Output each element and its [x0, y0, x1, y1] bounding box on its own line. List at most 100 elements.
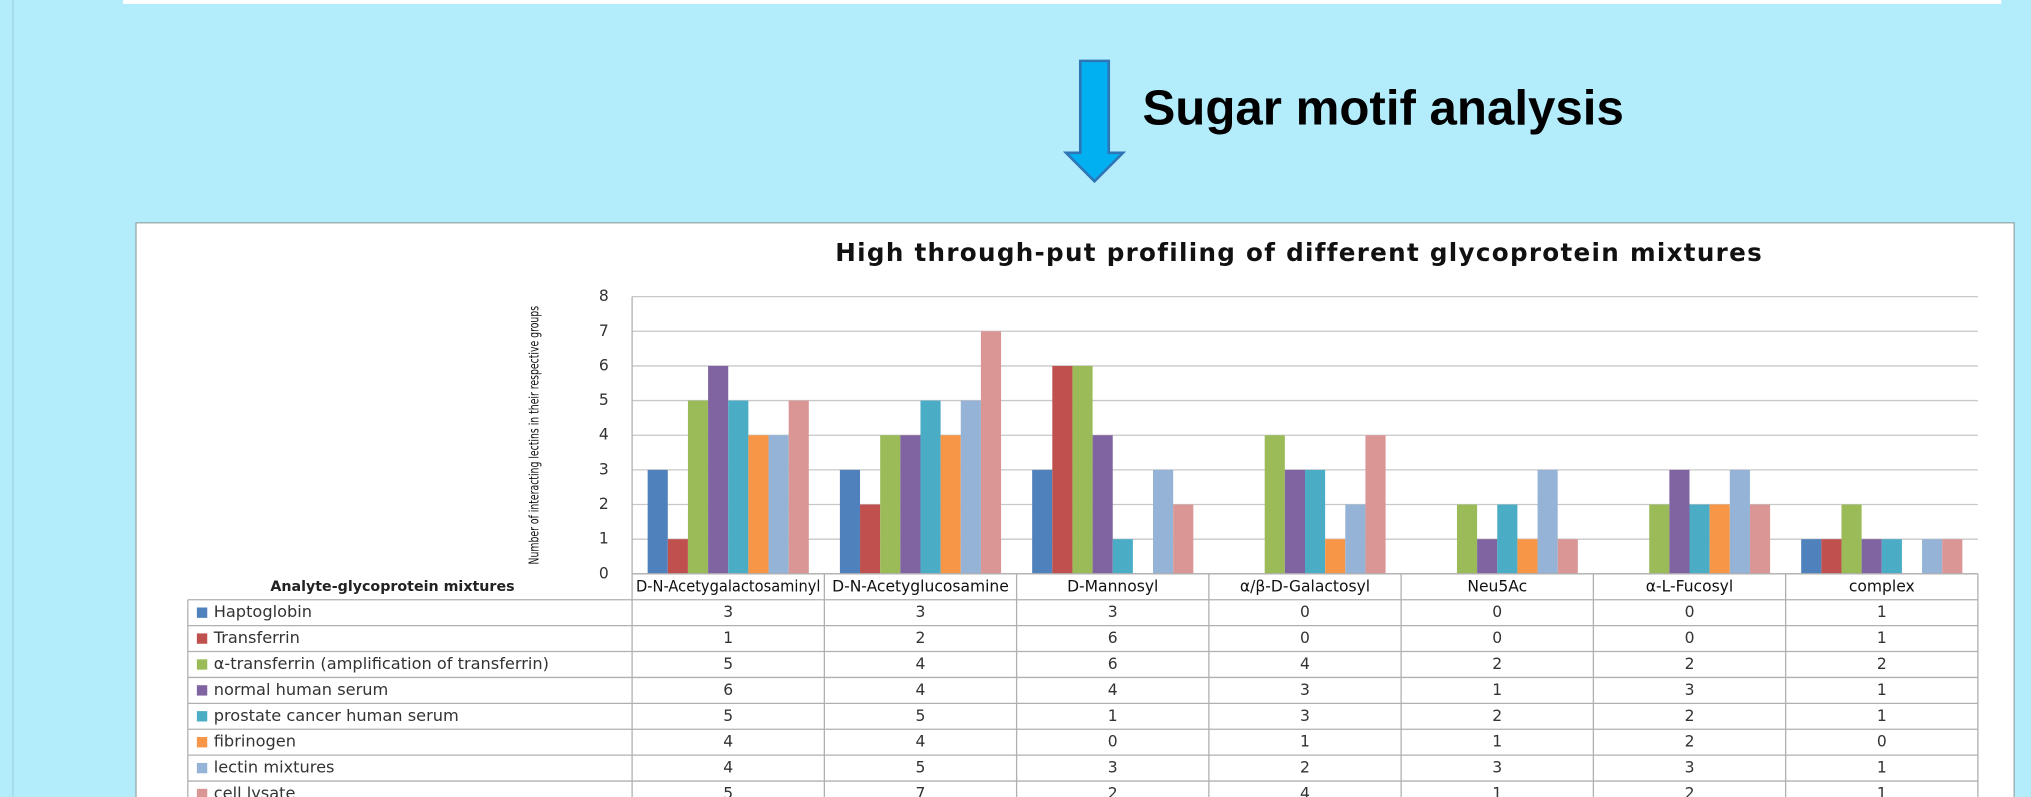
table-value: 1: [1108, 707, 1118, 725]
legend-label: cell lysate: [214, 784, 296, 797]
bar: [1477, 539, 1498, 574]
bar: [1092, 435, 1113, 574]
bar: [1749, 504, 1771, 574]
bar: [1669, 469, 1690, 574]
bar: [1112, 539, 1133, 574]
bar: [1881, 539, 1902, 574]
bar: [728, 400, 749, 574]
bar: [1922, 539, 1943, 574]
table-value: 6: [723, 681, 733, 699]
y-tick-label: 0: [599, 564, 609, 582]
table-value: 0: [1108, 733, 1118, 751]
top-strip: [123, 0, 2002, 4]
bar: [687, 400, 709, 574]
legend-swatch: [196, 607, 208, 618]
y-tick-label: 8: [599, 287, 609, 305]
table-value: 4: [916, 681, 926, 699]
table-value: 2: [916, 629, 926, 647]
bar: [1821, 539, 1842, 574]
bar: [1649, 504, 1670, 574]
legend-swatch: [196, 685, 208, 696]
bar: [900, 435, 921, 574]
legend-label: prostate cancer human serum: [214, 706, 459, 725]
table-value: 0: [1877, 733, 1887, 751]
table-value: 4: [723, 759, 733, 777]
table-value: 6: [1108, 655, 1118, 673]
bar: [667, 539, 688, 574]
bar: [1497, 504, 1518, 574]
bar: [1072, 365, 1093, 574]
table-value: 0: [1300, 629, 1310, 647]
category-label: Neu5Ac: [1467, 577, 1527, 595]
slide-title: Sugar motif analysis: [1142, 80, 1623, 135]
bar: [647, 469, 668, 574]
table-value: 5: [723, 785, 733, 797]
bar: [1709, 504, 1730, 574]
table-value: 2: [1108, 785, 1118, 797]
table-value: 5: [723, 655, 733, 673]
legend-swatch: [196, 659, 208, 670]
table-value: 1: [1492, 785, 1502, 797]
legend-swatch: [196, 633, 208, 644]
legend-label: Transferrin: [213, 628, 300, 647]
bar: [1173, 504, 1194, 574]
table-value: 2: [1685, 785, 1695, 797]
table-value: 1: [1877, 759, 1887, 777]
legend-swatch: [196, 711, 208, 722]
table-value: 4: [1108, 681, 1118, 699]
table-value: 6: [1108, 629, 1118, 647]
table-value: 3: [916, 603, 926, 621]
legend-label: normal human serum: [214, 680, 389, 699]
table-value: 0: [1685, 603, 1695, 621]
y-tick-label: 7: [599, 322, 609, 340]
table-value: 1: [1877, 603, 1887, 621]
category-label: D-Mannosyl: [1067, 577, 1158, 595]
legend-swatch: [196, 762, 208, 774]
table-value: 2: [1685, 707, 1695, 725]
legend-swatch: [196, 788, 208, 797]
bar: [1537, 469, 1558, 574]
category-label: D-N-Acetygalactosaminyl: [636, 577, 820, 595]
bar: [920, 400, 941, 574]
bar: [1153, 469, 1174, 574]
y-tick-label: 1: [599, 530, 609, 548]
bar: [980, 331, 1002, 574]
table-value: 5: [723, 707, 733, 725]
table-value: 1: [1492, 681, 1502, 699]
table-value: 4: [1300, 785, 1310, 797]
table-value: 5: [916, 707, 926, 725]
bar: [1456, 504, 1478, 574]
table-value: 2: [1492, 655, 1502, 673]
table-value: 0: [1492, 603, 1502, 621]
bar: [960, 400, 981, 574]
table-header: Analyte-glycoprotein mixtures: [270, 579, 514, 595]
table-value: 2: [1685, 655, 1695, 673]
legend-label: fibrinogen: [214, 732, 296, 751]
table-value: 3: [1300, 707, 1310, 725]
bar: [708, 365, 729, 574]
bar: [1365, 435, 1386, 574]
table-value: 1: [1300, 733, 1310, 751]
table-value: 2: [1877, 655, 1887, 673]
y-tick-label: 3: [599, 460, 609, 478]
table-value: 3: [723, 603, 733, 621]
bar: [1557, 539, 1578, 574]
table-value: 4: [916, 655, 926, 673]
y-tick-label: 4: [599, 426, 609, 444]
table-value: 1: [723, 629, 733, 647]
bar: [860, 504, 881, 574]
category-label: α-L-Fucosyl: [1646, 577, 1733, 595]
bar: [1284, 469, 1305, 574]
table-value: 3: [1685, 681, 1695, 699]
table-value: 2: [1685, 733, 1695, 751]
bar: [788, 400, 809, 574]
bar: [1264, 435, 1285, 574]
bar: [1861, 539, 1882, 574]
category-label: D-N-Acetyglucosamine: [832, 577, 1009, 595]
legend-label: α-transferrin (amplification of transfer…: [214, 654, 549, 673]
bar: [1689, 504, 1710, 574]
y-tick-label: 6: [599, 356, 609, 374]
chart-title: High through-put profiling of different …: [835, 238, 1763, 267]
table-value: 1: [1877, 785, 1887, 797]
table-value: 0: [1492, 629, 1502, 647]
